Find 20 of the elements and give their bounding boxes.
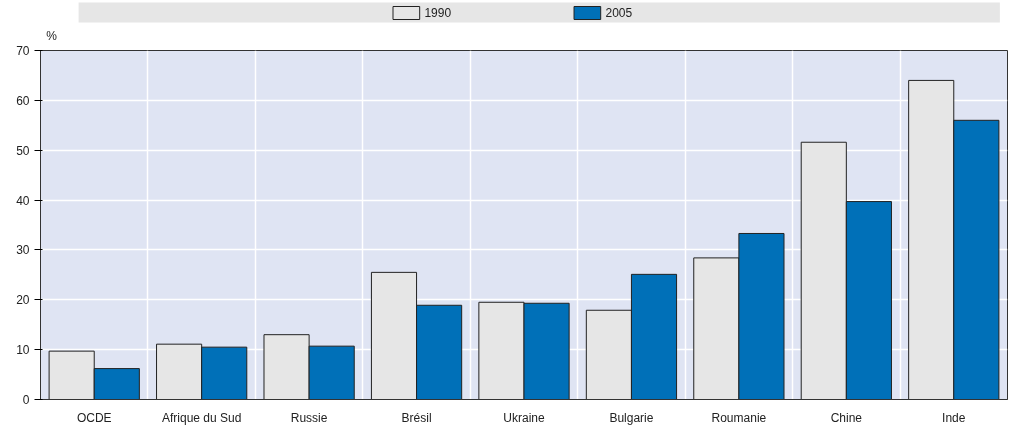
y-tick-label: 30 (16, 243, 30, 258)
x-tick-label: Afrique du Sud (161, 410, 242, 425)
x-tick-label: Bulgarie (609, 410, 654, 425)
y-tick-label: 50 (16, 143, 30, 158)
legend-label: 1990 (424, 6, 452, 20)
x-tick-label: Inde (942, 410, 966, 425)
x-tick-label: Ukraine (503, 410, 545, 425)
y-tick-label: 10 (16, 343, 30, 358)
x-tick-label: Chine (830, 410, 863, 425)
y-tick-label: 0 (22, 393, 30, 407)
y-tick-label: 70 (16, 44, 30, 58)
x-tick-label: Russie (290, 410, 328, 425)
x-tick-label: Roumanie (711, 410, 767, 425)
y-tick-label: 40 (16, 193, 30, 208)
y-tick-label: 60 (16, 93, 30, 108)
y-tick-label: 20 (16, 293, 30, 308)
y-axis-title: % (46, 28, 58, 43)
x-tick-label: Brésil (401, 410, 432, 425)
legend-label: 2005 (605, 6, 633, 20)
x-tick-label: OCDE (76, 410, 112, 425)
